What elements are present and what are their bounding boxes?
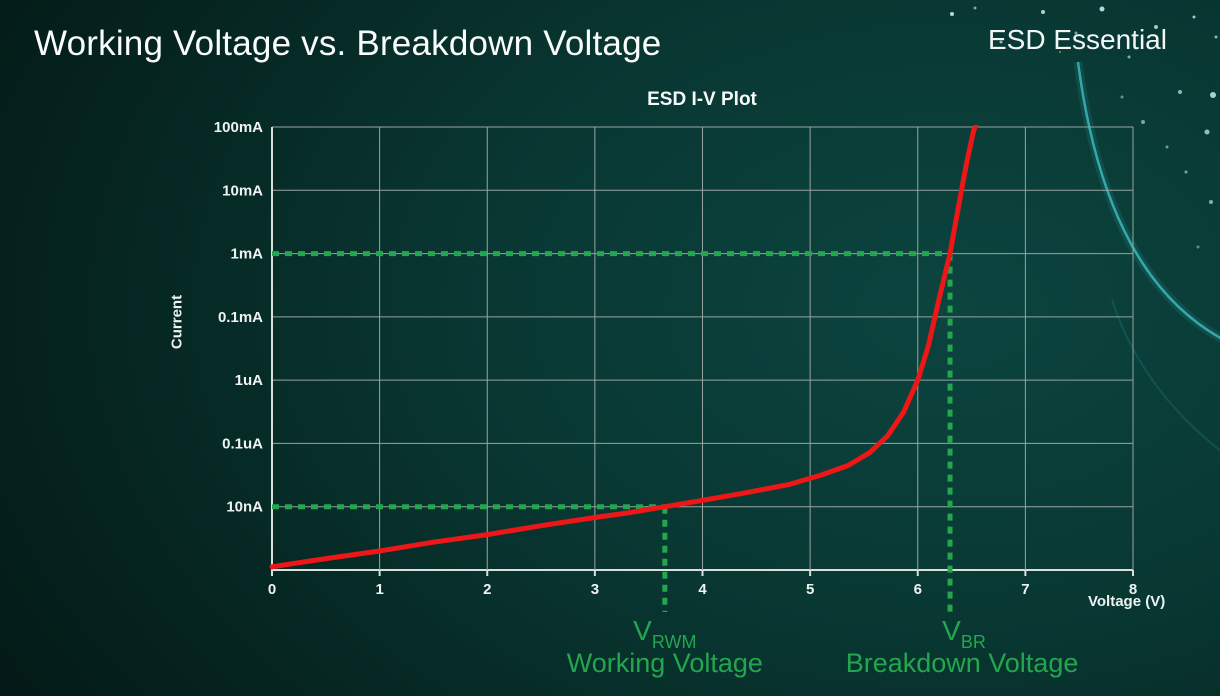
annotation-caption-vbr: Breakdown Voltage (846, 648, 1079, 678)
x-tick-label: 0 (268, 581, 276, 598)
y-tick-label: 0.1uA (222, 435, 263, 452)
x-tick-label: 3 (591, 581, 599, 598)
y-tick-label: 100mA (214, 119, 263, 136)
y-tick-label: 0.1mA (218, 309, 263, 326)
slide-title: Working Voltage vs. Breakdown Voltage (34, 24, 662, 63)
x-tick-label: 8 (1129, 581, 1137, 598)
annotation-symbol-vrwm: VRWM (633, 615, 696, 652)
annotation-caption-vrwm: Working Voltage (567, 648, 763, 678)
x-tick-label: 5 (806, 581, 814, 598)
x-tick-label: 7 (1021, 581, 1029, 598)
y-tick-label: 10nA (226, 499, 263, 516)
x-axis-label: Voltage (V) (1088, 593, 1166, 610)
y-tick-label: 10mA (222, 182, 263, 199)
y-tick-label: 1uA (235, 372, 264, 389)
x-tick-label: 2 (483, 581, 491, 598)
x-tick-label: 6 (914, 581, 922, 598)
iv-curve (269, 125, 979, 570)
brand-text: ESD Essential (988, 24, 1167, 55)
chart-title: ESD I-V Plot (647, 89, 757, 110)
x-tick-label: 1 (375, 581, 383, 598)
x-tick-label: 4 (698, 581, 707, 598)
annotation-symbol-vbr: VBR (942, 615, 986, 652)
y-tick-label: 1mA (230, 246, 263, 263)
esd-iv-chart: 0 1 2 3 4 5 6 7 8 100mA 10mA 1mA 0.1mA 1uA 0.1uA 10nA VR… (214, 119, 1137, 678)
